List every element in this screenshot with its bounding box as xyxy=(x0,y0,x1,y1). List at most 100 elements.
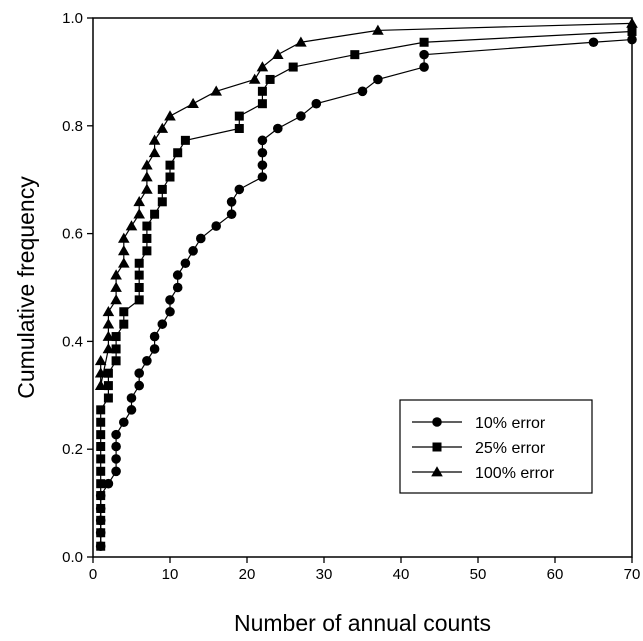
data-point-triangle xyxy=(210,85,222,96)
series-triangle xyxy=(94,17,638,390)
data-point-triangle xyxy=(102,318,115,329)
y-tick-label: 0.6 xyxy=(62,226,83,243)
data-point-triangle xyxy=(110,294,122,305)
x-tick-label: 30 xyxy=(316,566,333,583)
y-axis-title: Cumulative frequency xyxy=(13,176,39,399)
data-point-square xyxy=(119,319,129,329)
series-square xyxy=(96,26,637,551)
data-point-triangle xyxy=(94,355,107,366)
data-point-square xyxy=(111,344,121,354)
data-point-square xyxy=(288,62,298,72)
data-point-circle xyxy=(196,233,206,244)
data-point-square xyxy=(173,148,183,158)
data-point-triangle xyxy=(372,24,384,35)
data-point-square xyxy=(96,491,106,501)
data-point-triangle xyxy=(141,159,153,170)
y-tick-label: 0.4 xyxy=(62,333,83,350)
data-point-circle xyxy=(296,111,306,121)
legend-marker-square xyxy=(432,442,442,452)
data-point-square xyxy=(257,99,267,109)
data-point-circle xyxy=(257,147,268,158)
data-point-triangle xyxy=(102,305,115,317)
data-point-circle xyxy=(419,49,429,60)
data-point-circle xyxy=(157,319,168,329)
legend-entry: 100% error xyxy=(412,465,555,482)
data-point-square xyxy=(234,111,244,121)
data-point-square xyxy=(119,307,129,317)
data-point-square xyxy=(96,417,106,427)
legend-label: 10% error xyxy=(475,415,546,432)
data-point-circle xyxy=(149,331,160,342)
data-point-square xyxy=(150,209,160,219)
data-point-square xyxy=(111,356,121,366)
data-point-triangle xyxy=(141,171,153,182)
data-point-circle xyxy=(357,86,368,97)
data-point-triangle xyxy=(156,122,169,133)
x-tick-label: 60 xyxy=(547,566,564,583)
x-tick-label: 70 xyxy=(624,566,641,583)
data-point-triangle xyxy=(102,343,115,354)
data-point-triangle xyxy=(118,232,130,243)
data-point-triangle xyxy=(133,208,145,219)
data-point-square xyxy=(134,270,144,280)
legend-marker-triangle xyxy=(431,466,443,477)
x-tick-label: 40 xyxy=(393,566,410,583)
x-tick-label: 10 xyxy=(162,566,179,583)
data-point-triangle xyxy=(248,73,261,84)
data-point-square xyxy=(257,86,267,96)
data-point-square xyxy=(96,515,106,525)
data-point-triangle xyxy=(148,146,161,158)
data-point-triangle xyxy=(118,257,130,268)
data-point-triangle xyxy=(256,61,269,72)
data-point-triangle xyxy=(133,195,145,207)
data-point-square xyxy=(103,368,113,378)
data-point-triangle xyxy=(148,134,161,145)
x-axis-title: Number of annual counts xyxy=(234,610,491,636)
y-tick-label: 0.8 xyxy=(62,118,83,135)
data-point-square xyxy=(234,123,244,133)
data-point-square xyxy=(165,172,175,182)
data-point-triangle xyxy=(94,367,107,378)
data-point-square xyxy=(96,454,106,464)
legend: 10% error 25% error 100% error xyxy=(399,399,593,494)
data-point-square xyxy=(96,442,106,452)
series-line xyxy=(100,22,633,386)
series-layer xyxy=(94,17,638,552)
data-point-circle xyxy=(273,123,283,134)
data-point-square xyxy=(157,197,167,207)
data-point-triangle xyxy=(125,220,138,231)
data-point-square xyxy=(142,233,152,243)
y-tick-label: 1.0 xyxy=(62,10,83,27)
legend-marker-circle xyxy=(432,417,442,427)
data-point-triangle xyxy=(187,97,199,109)
data-point-square xyxy=(180,135,190,145)
plot-frame xyxy=(92,17,633,558)
y-tick-label: 0.2 xyxy=(62,441,83,458)
data-point-circle xyxy=(111,466,121,477)
legend-label: 25% error xyxy=(475,440,546,457)
y-tick-label: 0.0 xyxy=(62,549,83,566)
data-point-triangle xyxy=(102,330,115,341)
data-point-square xyxy=(419,37,429,47)
data-point-square xyxy=(134,283,144,292)
legend-box xyxy=(399,399,593,494)
data-point-circle xyxy=(234,184,245,195)
data-point-circle xyxy=(119,417,129,428)
data-point-square xyxy=(96,430,106,440)
data-point-square xyxy=(96,503,106,513)
data-point-square xyxy=(134,295,144,305)
data-point-square xyxy=(96,541,106,551)
data-point-circle xyxy=(188,246,198,256)
data-point-square xyxy=(111,332,121,342)
data-point-circle xyxy=(172,282,183,293)
data-point-square xyxy=(134,258,144,268)
data-point-circle xyxy=(126,393,137,403)
data-point-circle xyxy=(257,135,268,146)
data-point-square xyxy=(265,74,275,84)
data-point-circle xyxy=(226,209,237,219)
data-point-circle xyxy=(103,478,114,489)
data-point-circle xyxy=(419,62,429,72)
data-point-circle xyxy=(373,74,383,85)
data-point-triangle xyxy=(272,48,284,60)
